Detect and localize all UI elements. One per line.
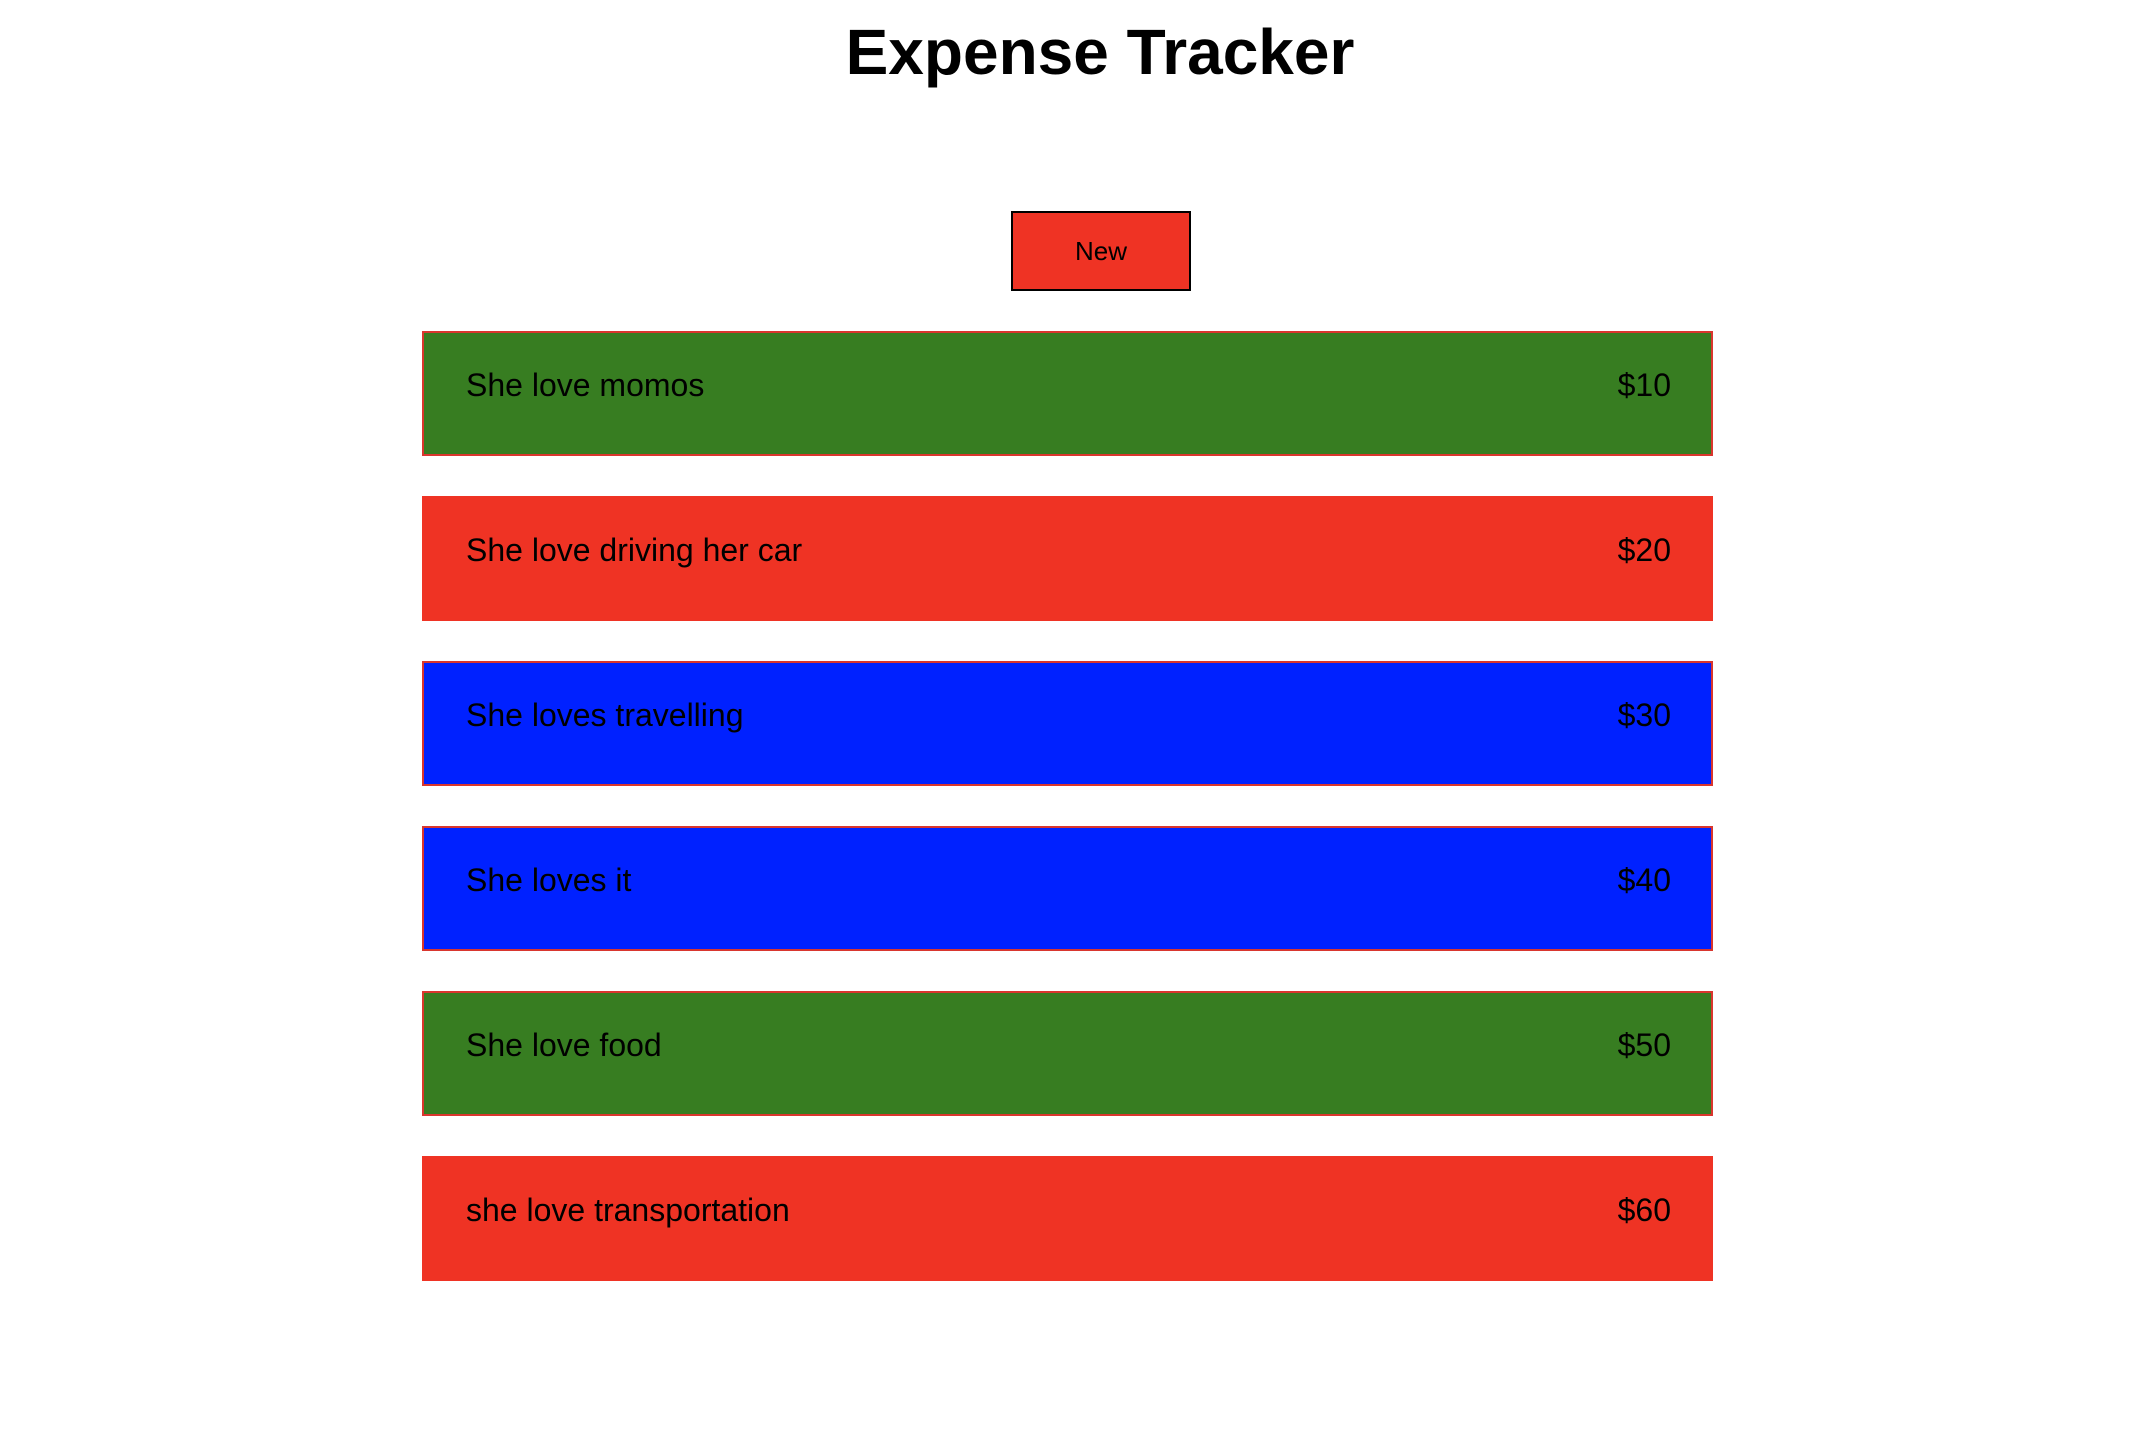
expense-title: She love momos <box>466 367 705 403</box>
page-title: Expense Tracker <box>845 16 1355 88</box>
expense-amount: $60 <box>1617 1192 1671 1228</box>
expense-item[interactable]: She love food $50 <box>422 991 1713 1116</box>
expense-amount: $50 <box>1617 1027 1671 1063</box>
expense-item[interactable]: She loves travelling $30 <box>422 661 1713 786</box>
expense-amount: $20 <box>1617 532 1671 568</box>
expense-title: She love driving her car <box>466 532 803 568</box>
expense-title: She loves it <box>466 862 632 898</box>
expense-list: She love momos $10 She love driving her … <box>422 331 1713 1321</box>
expense-item[interactable]: She loves it $40 <box>422 826 1713 951</box>
expense-amount: $40 <box>1617 862 1671 898</box>
expense-item[interactable]: She love momos $10 <box>422 331 1713 456</box>
expense-title: she love transportation <box>466 1192 790 1228</box>
expense-title: She love food <box>466 1027 662 1063</box>
expense-amount: $10 <box>1617 367 1671 403</box>
expense-item[interactable]: She love driving her car $20 <box>422 496 1713 621</box>
expense-amount: $30 <box>1617 697 1671 733</box>
expense-item[interactable]: she love transportation $60 <box>422 1156 1713 1281</box>
expense-title: She loves travelling <box>466 697 744 733</box>
new-expense-button[interactable]: New <box>1011 211 1191 291</box>
